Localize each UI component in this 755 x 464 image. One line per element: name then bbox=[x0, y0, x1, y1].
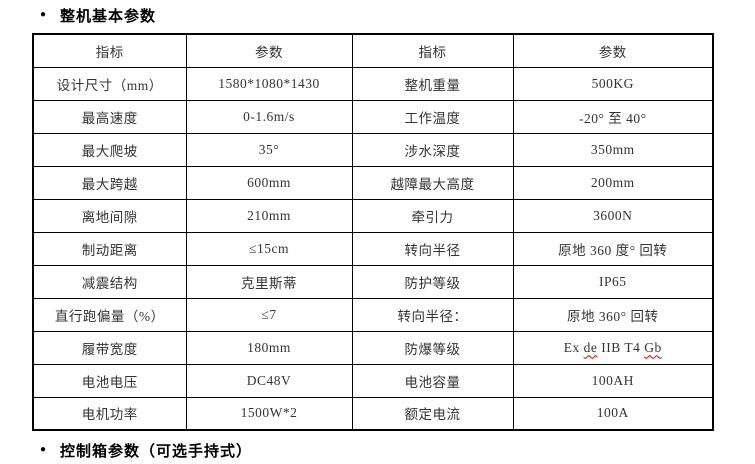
value-cell: 600mm bbox=[185, 165, 353, 200]
table-row: 离地间隙 210mm 牵引力 3600N bbox=[32, 198, 714, 233]
indicator-cell: 电机功率 bbox=[32, 396, 187, 431]
value-cell: Ex de IIB T4 Gb bbox=[512, 330, 714, 365]
indicator-cell: 减震结构 bbox=[32, 264, 187, 299]
header-cell-indicator-left: 指标 bbox=[32, 33, 187, 68]
indicator-cell: 牵引力 bbox=[351, 198, 514, 233]
indicator-cell: 转向半径 bbox=[351, 231, 514, 266]
value-cell: -20° 至 40° bbox=[512, 99, 714, 134]
value-cell: 1500W*2 bbox=[185, 396, 353, 431]
bullet-icon: ● bbox=[40, 9, 47, 20]
indicator-cell: 制动距离 bbox=[32, 231, 187, 266]
value-cell: 210mm bbox=[185, 198, 353, 233]
indicator-cell: 整机重量 bbox=[351, 66, 514, 101]
indicator-cell: 设计尺寸（mm） bbox=[32, 66, 187, 101]
value-cell: 克里斯蒂 bbox=[185, 264, 353, 299]
misspelled-word: de bbox=[583, 339, 598, 355]
value-cell: 180mm bbox=[185, 330, 353, 365]
value-cell: 3600N bbox=[512, 198, 714, 233]
header-cell-indicator-right: 指标 bbox=[351, 33, 514, 68]
section-heading-text: 整机基本参数 bbox=[60, 9, 157, 25]
table-row: 直行跑偏量（%） ≤7 转向半径： 原地 360° 回转 bbox=[32, 297, 714, 332]
table-row: 最大跨越 600mm 越障最大高度 200mm bbox=[32, 165, 714, 200]
table-row: 电机功率 1500W*2 额定电流 100A bbox=[32, 396, 714, 431]
section-heading-machine-params: ● 整机基本参数 bbox=[40, 5, 156, 26]
indicator-cell: 工作温度 bbox=[351, 99, 514, 134]
value-cell: IP65 bbox=[512, 264, 714, 299]
value-cell: ≤15cm bbox=[185, 231, 353, 266]
value-cell: 100A bbox=[512, 396, 714, 431]
value-cell: ≤7 bbox=[185, 297, 353, 332]
text-segment: Ex bbox=[563, 339, 584, 355]
value-cell: 原地 360 度° 回转 bbox=[512, 231, 714, 266]
indicator-cell: 电池电压 bbox=[32, 363, 187, 398]
indicator-cell: 最大爬坡 bbox=[32, 132, 187, 167]
table-header-row: 指标 参数 指标 参数 bbox=[32, 33, 714, 68]
indicator-cell: 电池容量 bbox=[351, 363, 514, 398]
table-row: 制动距离 ≤15cm 转向半径 原地 360 度° 回转 bbox=[32, 231, 714, 266]
indicator-cell: 防护等级 bbox=[351, 264, 514, 299]
bullet-icon: ● bbox=[40, 444, 47, 455]
value-cell: DC48V bbox=[185, 363, 353, 398]
text-segment: IIB T4 bbox=[597, 339, 645, 355]
indicator-cell: 履带宽度 bbox=[32, 330, 187, 365]
table-row: 设计尺寸（mm） 1580*1080*1430 整机重量 500KG bbox=[32, 66, 714, 101]
section-heading-text: 控制箱参数（可选手持式） bbox=[60, 444, 253, 460]
value-cell: 500KG bbox=[512, 66, 714, 101]
spec-table: 指标 参数 指标 参数 设计尺寸（mm） 1580*1080*1430 整机重量 50… bbox=[32, 33, 714, 431]
header-cell-value-left: 参数 bbox=[185, 33, 353, 68]
indicator-cell: 最高速度 bbox=[32, 99, 187, 134]
value-cell: 1580*1080*1430 bbox=[185, 66, 353, 101]
table-row: 电池电压 DC48V 电池容量 100AH bbox=[32, 363, 714, 398]
indicator-cell: 防爆等级 bbox=[351, 330, 514, 365]
indicator-cell: 额定电流 bbox=[351, 396, 514, 431]
value-cell: 35° bbox=[185, 132, 353, 167]
value-cell: 原地 360° 回转 bbox=[512, 297, 714, 332]
value-cell: 0-1.6m/s bbox=[185, 99, 353, 134]
value-cell: 200mm bbox=[512, 165, 714, 200]
value-cell: 350mm bbox=[512, 132, 714, 167]
section-heading-control-box: ● 控制箱参数（可选手持式） bbox=[40, 440, 252, 461]
value-cell: 100AH bbox=[512, 363, 714, 398]
indicator-cell: 离地间隙 bbox=[32, 198, 187, 233]
table-row: 最高速度 0-1.6m/s 工作温度 -20° 至 40° bbox=[32, 99, 714, 134]
header-cell-value-right: 参数 bbox=[512, 33, 714, 68]
indicator-cell: 直行跑偏量（%） bbox=[32, 297, 187, 332]
indicator-cell: 涉水深度 bbox=[351, 132, 514, 167]
indicator-cell: 最大跨越 bbox=[32, 165, 187, 200]
table-row: 履带宽度 180mm 防爆等级 Ex de IIB T4 Gb bbox=[32, 330, 714, 365]
table-row: 最大爬坡 35° 涉水深度 350mm bbox=[32, 132, 714, 167]
indicator-cell: 转向半径： bbox=[351, 297, 514, 332]
indicator-cell: 越障最大高度 bbox=[351, 165, 514, 200]
misspelled-word: Gb bbox=[644, 339, 662, 355]
table-row: 减震结构 克里斯蒂 防护等级 IP65 bbox=[32, 264, 714, 299]
